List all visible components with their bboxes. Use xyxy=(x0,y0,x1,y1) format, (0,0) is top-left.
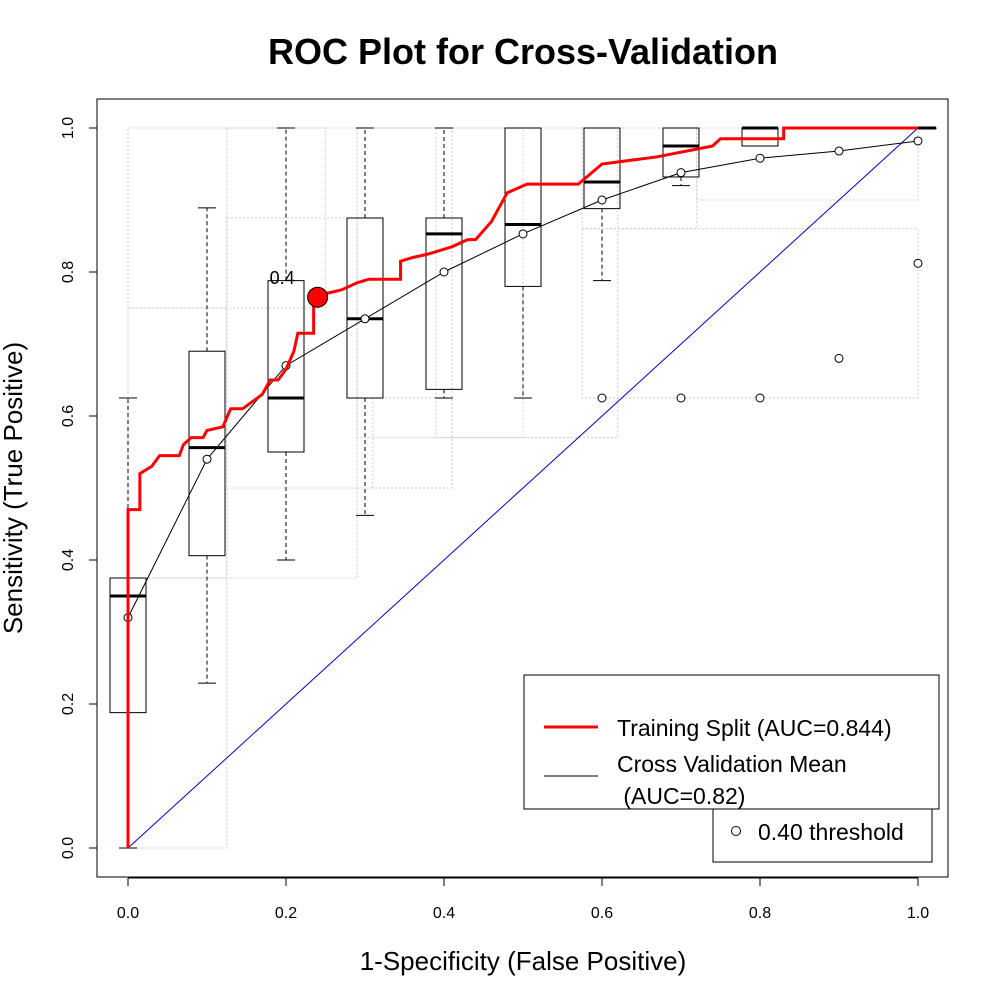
boxplot xyxy=(741,126,779,403)
background-rect xyxy=(696,127,919,201)
cv-mean-point xyxy=(360,314,370,324)
chart-title: ROC Plot for Cross-Validation xyxy=(268,31,778,72)
boxplot-box xyxy=(346,217,384,399)
legend-cv-label-2: (AUC=0.82) xyxy=(617,783,745,809)
boxplot xyxy=(188,207,226,684)
x-tick-label: 0.0 xyxy=(117,905,139,922)
y-tick-label: 0.6 xyxy=(60,405,77,427)
x-tick-label: 0.6 xyxy=(591,905,613,922)
background-rect xyxy=(127,307,228,579)
y-axis-label: Sensitivity (True Positive) xyxy=(0,342,28,634)
boxplot xyxy=(425,127,463,399)
threshold-legend-box xyxy=(712,808,933,863)
boxplot-box xyxy=(425,217,463,390)
x-tick-label: 1.0 xyxy=(907,905,929,922)
background-rect xyxy=(127,577,228,849)
background-rect xyxy=(581,127,698,230)
diagonal-line xyxy=(127,127,919,849)
y-tick-label: 0.8 xyxy=(60,261,77,283)
cv-mean-point xyxy=(755,153,765,163)
boxplot xyxy=(504,127,542,399)
axes: 0.0 0.2 0.4 0.6 0.8 1.0 0.0 0.2 0.4 0.6 0.8 1.0 xyxy=(60,117,929,922)
cv-mean-point xyxy=(202,454,212,464)
boxplot-outlier xyxy=(676,393,686,403)
background-rect xyxy=(356,127,524,439)
boxplot-box xyxy=(188,350,226,557)
cv-mean-point xyxy=(439,267,449,277)
boxplot-outlier xyxy=(834,353,844,363)
threshold-marker xyxy=(307,286,329,308)
threshold-legend: 0.40 threshold xyxy=(712,808,933,863)
boxplot-box xyxy=(504,127,542,287)
cv-mean-point xyxy=(518,229,528,239)
boxplot xyxy=(820,126,858,363)
boxplot xyxy=(267,127,305,561)
y-tick-label: 1.0 xyxy=(60,117,77,139)
boxplot-outlier xyxy=(755,393,765,403)
legend: Training Split (AUC=0.844) Cross Validat… xyxy=(523,674,940,810)
reference-diagonal xyxy=(127,127,919,849)
cv-mean-point xyxy=(834,146,844,156)
threshold-legend-label: 0.40 threshold xyxy=(758,819,904,845)
boxplot-box xyxy=(741,127,779,147)
background-rect xyxy=(372,397,453,489)
x-tick-label: 0.8 xyxy=(749,905,771,922)
legend-cv-label-1: Cross Validation Mean xyxy=(617,751,847,777)
cv-mean-point xyxy=(676,168,686,178)
x-axis-label: 1-Specificity (False Positive) xyxy=(360,946,687,976)
boxplot-outlier xyxy=(913,258,923,268)
boxplot-box xyxy=(267,280,305,453)
boxplot-box xyxy=(583,127,621,210)
y-tick-label: 0.4 xyxy=(60,549,77,571)
series-lines xyxy=(123,126,923,848)
legend-training-label: Training Split (AUC=0.844) xyxy=(617,715,892,741)
threshold-label: 0.4 xyxy=(270,268,295,288)
background-rect xyxy=(581,228,919,399)
cv-mean-point xyxy=(913,136,923,146)
y-tick-label: 0.0 xyxy=(60,837,77,859)
y-tick-label: 0.2 xyxy=(60,693,77,715)
background-rect xyxy=(127,127,326,309)
training-split-line xyxy=(126,126,918,848)
boxplot-outlier xyxy=(597,393,607,403)
x-tick-label: 0.4 xyxy=(433,905,455,922)
background-rect xyxy=(435,127,619,439)
threshold-annotation: 0.4 xyxy=(270,268,295,288)
boxplot xyxy=(583,127,621,403)
cv-mean-point xyxy=(597,195,607,205)
background-rect xyxy=(226,127,453,489)
threshold-legend-marker xyxy=(731,826,741,836)
x-tick-label: 0.2 xyxy=(275,905,297,922)
